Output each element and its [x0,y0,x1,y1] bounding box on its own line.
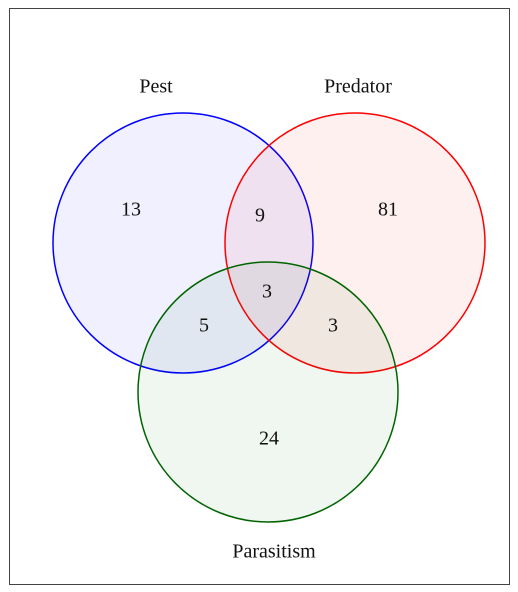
set-label: Parasitism [232,541,316,563]
set-circle [224,112,486,374]
region-count: 9 [255,205,265,227]
frame [9,8,510,585]
set-label: Pest [139,76,173,98]
region-count: 24 [259,428,279,450]
set-label: Predator [324,76,392,98]
region-count: 81 [378,199,398,221]
region-count: 3 [262,281,272,303]
set-circle [137,261,399,523]
set-circle [52,112,314,374]
region-count: 5 [199,315,209,337]
region-count: 13 [121,199,141,221]
region-count: 3 [328,315,338,337]
